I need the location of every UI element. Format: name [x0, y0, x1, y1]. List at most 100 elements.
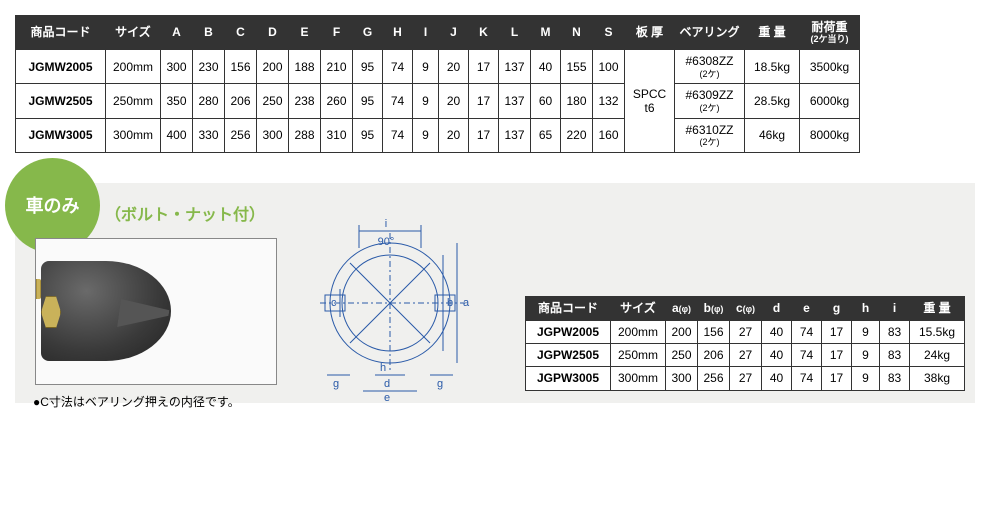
t2-header: b(φ): [698, 297, 730, 320]
t2-weight: 24kg: [910, 343, 965, 366]
t2-cell: 17: [822, 367, 852, 390]
t1-cell: 95: [353, 118, 383, 152]
t1-header: G: [353, 16, 383, 50]
t2-code: JGPW2005: [526, 320, 611, 343]
t2-size: 200mm: [611, 320, 666, 343]
t2-cell: 74: [792, 343, 822, 366]
t1-cell: 9: [413, 50, 439, 84]
t1-weight: 18.5kg: [745, 50, 800, 84]
t2-header: g: [822, 297, 852, 320]
t1-cell: 156: [225, 50, 257, 84]
t1-header: F: [321, 16, 353, 50]
t1-bearing: #6310ZZ(2ケ): [675, 118, 745, 152]
t1-cell: 188: [289, 50, 321, 84]
t2-cell: 17: [822, 343, 852, 366]
svg-text:d: d: [384, 378, 390, 390]
t2-header: c(φ): [730, 297, 762, 320]
t1-header: サイズ: [106, 16, 161, 50]
t2-weight: 15.5kg: [910, 320, 965, 343]
t1-size: 300mm: [106, 118, 161, 152]
t1-cell: 350: [161, 84, 193, 118]
t2-cell: 27: [730, 343, 762, 366]
t1-cell: 238: [289, 84, 321, 118]
t2-cell: 40: [762, 343, 792, 366]
t1-cell: 40: [531, 50, 561, 84]
t1-cell: 300: [161, 50, 193, 84]
t1-size: 200mm: [106, 50, 161, 84]
bolt-nut-note: （ボルト・ナット付）: [105, 201, 265, 225]
t2-cell: 74: [792, 320, 822, 343]
t2-header: 重 量: [910, 297, 965, 320]
svg-text:b: b: [447, 297, 453, 309]
t2-header: e: [792, 297, 822, 320]
t1-cell: 20: [439, 50, 469, 84]
t2-header: サイズ: [611, 297, 666, 320]
t1-cell: 137: [499, 84, 531, 118]
t1-header: I: [413, 16, 439, 50]
t2-weight: 38kg: [910, 367, 965, 390]
t2-cell: 206: [698, 343, 730, 366]
svg-text:90°: 90°: [378, 236, 395, 248]
t1-cell: 400: [161, 118, 193, 152]
t2-cell: 17: [822, 320, 852, 343]
t1-cell: 9: [413, 118, 439, 152]
t2-size: 250mm: [611, 343, 666, 366]
t1-header: C: [225, 16, 257, 50]
t1-cell: 280: [193, 84, 225, 118]
t2-header: 商品コード: [526, 297, 611, 320]
t2-cell: 250: [666, 343, 698, 366]
t2-cell: 40: [762, 320, 792, 343]
t1-weight: 28.5kg: [745, 84, 800, 118]
t1-cell: 206: [225, 84, 257, 118]
t2-cell: 40: [762, 367, 792, 390]
t2-cell: 74: [792, 367, 822, 390]
svg-text:c: c: [331, 297, 337, 309]
svg-text:a: a: [463, 297, 470, 309]
t1-bearing: #6309ZZ(2ケ): [675, 84, 745, 118]
svg-text:e: e: [384, 392, 390, 403]
t2-cell: 200: [666, 320, 698, 343]
t2-header: a(φ): [666, 297, 698, 320]
t1-header: D: [257, 16, 289, 50]
t1-header: ベアリング: [675, 16, 745, 50]
t1-cell: 256: [225, 118, 257, 152]
t1-cell: 95: [353, 84, 383, 118]
t1-cell: 300: [257, 118, 289, 152]
t1-cell: 74: [383, 118, 413, 152]
t1-cell: 20: [439, 84, 469, 118]
t2-cell: 300: [666, 367, 698, 390]
bottom-section: 車のみ （ボルト・ナット付） ●C寸法はベアリング押えの内径です。: [15, 183, 975, 403]
t1-cell: 210: [321, 50, 353, 84]
wheel-body: [41, 261, 171, 361]
t1-header: 耐荷重(2ケ当り): [800, 16, 860, 50]
t1-cell: 74: [383, 84, 413, 118]
t1-weight: 46kg: [745, 118, 800, 152]
t1-cell: 74: [383, 50, 413, 84]
t1-cell: 220: [561, 118, 593, 152]
t2-cell: 9: [852, 367, 880, 390]
t1-header: H: [383, 16, 413, 50]
t1-header: 重 量: [745, 16, 800, 50]
wheel-photo: [41, 246, 221, 376]
t1-cell: 250: [257, 84, 289, 118]
t2-header: i: [880, 297, 910, 320]
t2-header: h: [852, 297, 880, 320]
t1-cell: 100: [593, 50, 625, 84]
nut: [41, 296, 61, 328]
dimension-c-note: ●C寸法はベアリング押えの内径です。: [33, 393, 240, 410]
t2-cell: 83: [880, 343, 910, 366]
t1-cell: 60: [531, 84, 561, 118]
svg-text:i: i: [385, 218, 387, 230]
t1-plate-thickness: SPCCt6: [625, 50, 675, 153]
t1-header: 板 厚: [625, 16, 675, 50]
t2-cell: 83: [880, 320, 910, 343]
t1-cell: 65: [531, 118, 561, 152]
svg-text:g: g: [333, 378, 339, 390]
t1-cell: 137: [499, 118, 531, 152]
t1-cell: 17: [469, 50, 499, 84]
t1-cell: 17: [469, 84, 499, 118]
t1-cell: 17: [469, 118, 499, 152]
t1-code: JGMW2505: [16, 84, 106, 118]
t1-code: JGMW2005: [16, 50, 106, 84]
t1-cell: 9: [413, 84, 439, 118]
